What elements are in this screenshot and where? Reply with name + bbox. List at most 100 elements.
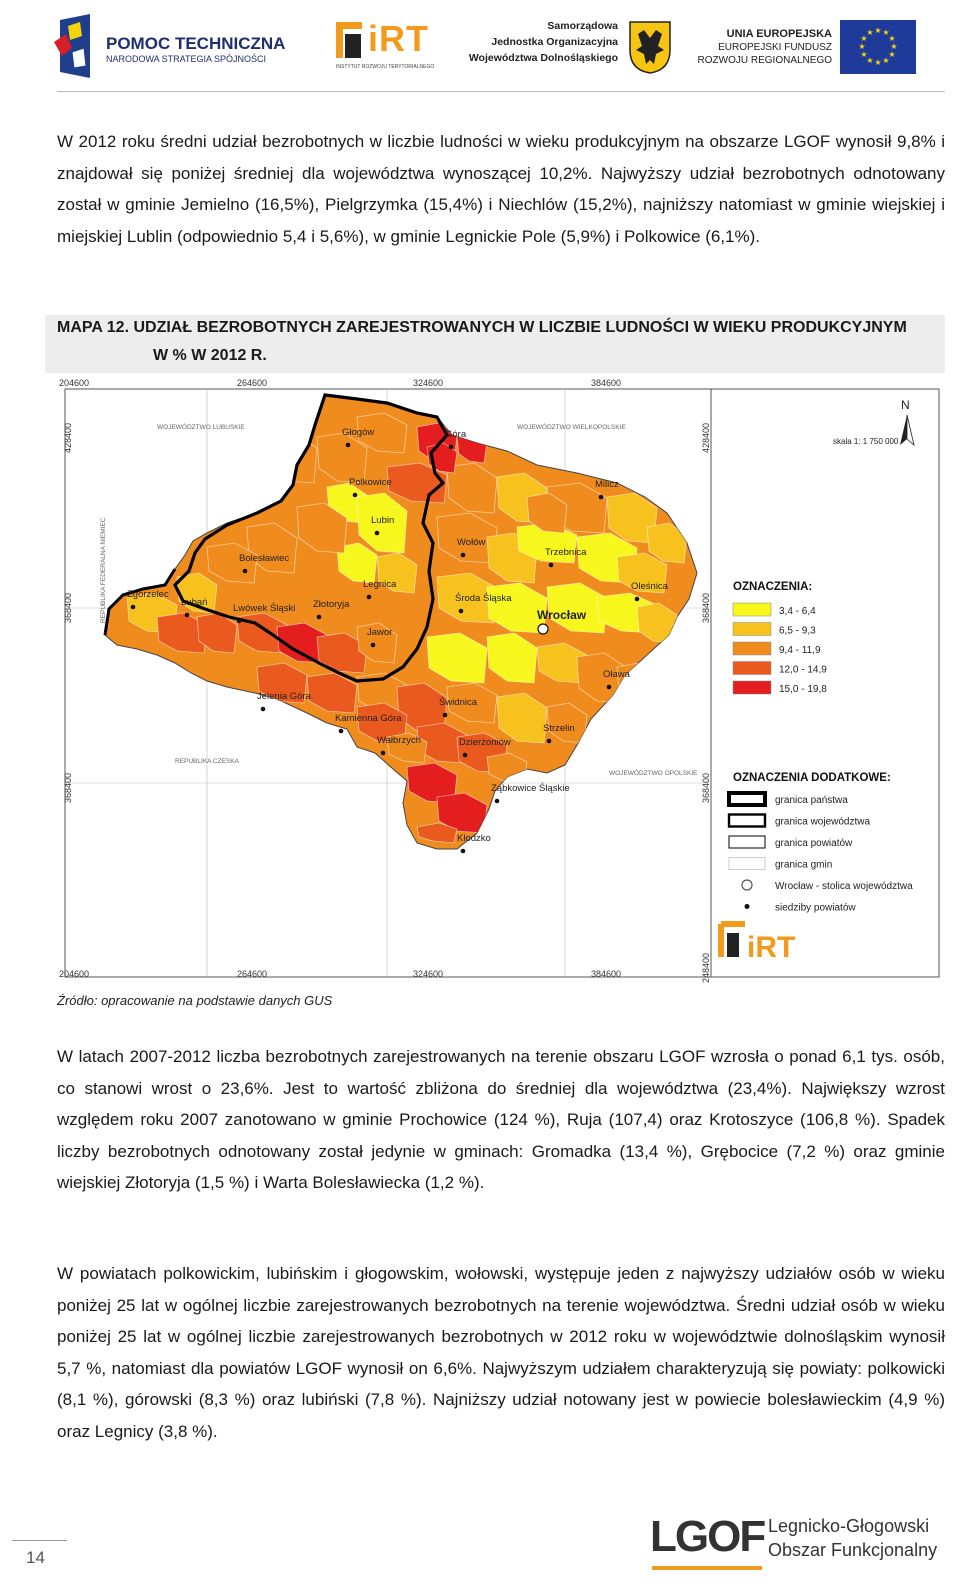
footer-divider xyxy=(12,1540,67,1541)
city-label: Polkowice xyxy=(349,477,392,488)
eu-logo: UNIA EUROPEJSKA EUROPEJSKI FUNDUSZ ROZWO… xyxy=(698,20,920,76)
coord-bottom-1: 204600 xyxy=(59,969,89,979)
municipality-area xyxy=(356,412,408,454)
paragraph-intro: W 2012 roku średni udział bezrobotnych w… xyxy=(57,132,945,246)
map-irt-logo: iRT xyxy=(718,921,795,964)
logo1-title: POMOC TECHNICZNA xyxy=(106,34,286,53)
municipality-area xyxy=(386,732,428,764)
city-label: Strzelin xyxy=(543,723,575,734)
city-marker xyxy=(366,594,372,600)
eu-flag-icon: ★ ★★★ ★★★★ ★★★★ xyxy=(840,20,916,74)
svg-text:★: ★ xyxy=(866,56,873,65)
legend-swatch xyxy=(732,661,772,675)
coord-left-2: 368400 xyxy=(63,593,73,623)
svg-text:★: ★ xyxy=(874,26,881,35)
city-marker xyxy=(598,494,604,500)
municipality-area xyxy=(646,522,688,564)
logo3-line1: Samorządowa xyxy=(547,20,618,32)
svg-text:iRT: iRT xyxy=(747,931,795,964)
coord-bottom-2: 264600 xyxy=(237,969,267,979)
city-label: Świdnica xyxy=(439,696,478,708)
city-label: Dzierżoniów xyxy=(459,737,511,748)
legend2-title: OZNACZENIA DODATKOWE: xyxy=(733,772,891,784)
legend2-label: granica powiatów xyxy=(775,838,853,849)
eu-logo-line2: EUROPEJSKI FUNDUSZ xyxy=(718,42,832,53)
irt-logo-block xyxy=(345,34,361,58)
city-label: Jawor xyxy=(367,627,392,638)
legend2-label: siedziby powiatów xyxy=(775,903,856,914)
legend2-label: Wrocław - stolica województwa xyxy=(775,881,913,892)
pomoc-techniczna-logo: POMOC TECHNICZNA NARODOWA STRATEGIA SPÓJ… xyxy=(50,12,300,82)
irt-logo: iRT INSTYTUT ROZWOJU TERYTORIALNEGO xyxy=(336,18,446,76)
map-scale: skala 1: 1 750 000 xyxy=(833,437,899,446)
svg-text:★: ★ xyxy=(860,34,867,43)
irt-logo-mark xyxy=(336,22,362,58)
coord-right-2: 368400 xyxy=(701,593,711,623)
municipality-area xyxy=(156,612,208,654)
municipality-area xyxy=(316,432,368,484)
city-marker xyxy=(462,752,468,758)
municipality-area xyxy=(496,692,548,744)
svg-text:★: ★ xyxy=(882,56,889,65)
city-marker xyxy=(380,750,386,756)
city-marker xyxy=(260,706,266,712)
city-marker xyxy=(338,728,344,734)
municipality-area xyxy=(616,552,668,594)
map-source: Źródło: opracowanie na podstawie danych … xyxy=(57,993,333,1008)
legend-label: 6,5 - 9,3 xyxy=(779,626,816,637)
city-label: Milicz xyxy=(595,479,619,490)
city-label: Lwówek Śląski xyxy=(233,602,295,614)
paragraph-change: W latach 2007-2012 liczba bezrobotnych z… xyxy=(57,1047,945,1192)
city-marker xyxy=(242,568,248,574)
city-marker xyxy=(370,642,376,648)
irt-logo-subtitle: INSTYTUT ROZWOJU TERYTORIALNEGO xyxy=(336,64,435,70)
city-marker xyxy=(546,738,552,744)
municipality-area xyxy=(546,582,608,634)
city-marker xyxy=(448,444,454,450)
legend-swatch xyxy=(732,641,772,656)
legend2-label: granica państwa xyxy=(775,795,848,806)
north-arrow-icon: N xyxy=(900,398,915,447)
municipality-area xyxy=(376,552,418,594)
city-label: Bolesławiec xyxy=(239,553,289,564)
legend2-symbol xyxy=(744,904,750,909)
city-marker xyxy=(345,442,351,448)
city-marker xyxy=(236,618,242,624)
capital-city-marker xyxy=(537,623,549,635)
coord-top-3: 324600 xyxy=(413,378,443,388)
logo1-subtitle: NARODOWA STRATEGIA SPÓJNOŚCI xyxy=(106,54,267,64)
municipality-area xyxy=(446,462,498,514)
city-label: Wałbrzych xyxy=(377,735,421,746)
legend2-symbol xyxy=(728,835,766,849)
city-marker xyxy=(460,552,466,558)
city-marker xyxy=(460,848,466,854)
city-marker xyxy=(352,492,358,498)
logo3-line2: Jednostka Organizacyjna xyxy=(491,36,618,48)
page-number: 14 xyxy=(26,1548,45,1567)
city-marker xyxy=(494,798,500,804)
city-marker xyxy=(184,612,190,618)
lgof-logo-underline xyxy=(652,1566,762,1570)
svg-text:★: ★ xyxy=(858,42,865,51)
lgof-line2: Obszar Funkcjonalny xyxy=(768,1540,938,1560)
map-caption-line1: MAPA 12. UDZIAŁ BEZROBOTNYCH ZAREJESTROW… xyxy=(57,319,907,336)
city-marker xyxy=(130,604,136,610)
city-label: Lubin xyxy=(371,515,394,526)
svg-text:★: ★ xyxy=(888,34,895,43)
irt-logo-text: iRT xyxy=(368,18,429,59)
city-label: Góra xyxy=(445,429,467,440)
legend-title: OZNACZENIA: xyxy=(733,581,812,593)
paragraph-youth: W powiatach polkowickim, lubińskim i gło… xyxy=(57,1264,945,1441)
city-marker xyxy=(548,562,554,568)
national-border xyxy=(103,568,177,636)
legend-label: 9,4 - 11,9 xyxy=(779,645,821,656)
city-label: Oleśnica xyxy=(631,581,669,592)
municipality-area xyxy=(296,502,348,554)
svg-text:★: ★ xyxy=(888,50,895,59)
coord-right-3: 368400 xyxy=(701,773,711,803)
city-marker xyxy=(606,684,612,690)
legend-swatch xyxy=(732,680,772,695)
svg-text:★: ★ xyxy=(890,42,897,51)
map-figure: 204600 264600 324600 384600 204600 26460… xyxy=(57,373,945,985)
coord-bottom-3: 324600 xyxy=(413,969,443,979)
